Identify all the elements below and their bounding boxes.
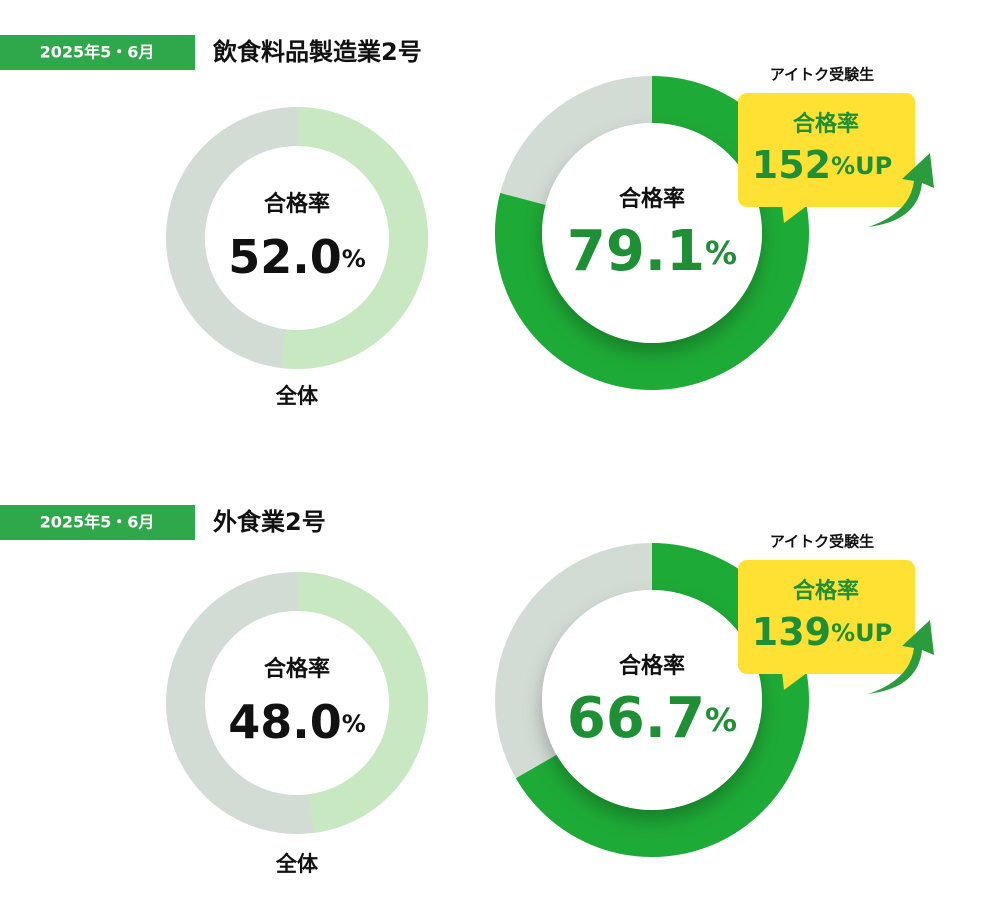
donut-hole	[205, 146, 389, 330]
callout-box	[738, 93, 915, 207]
callout-label: 合格率	[793, 578, 859, 604]
callout-tail	[782, 205, 808, 223]
caption: 全体	[275, 852, 319, 876]
arrow	[868, 620, 934, 694]
arrow	[868, 153, 934, 227]
donut-label: 合格率	[619, 653, 685, 679]
callout-value: 139%UP	[752, 610, 892, 654]
badge-bg	[0, 35, 195, 70]
donut-segment	[280, 107, 428, 369]
badge: 2025年5・6月	[40, 513, 155, 532]
callout-tail	[782, 672, 808, 690]
badge-bg	[0, 505, 195, 540]
callout-header: アイトク受験生	[770, 533, 874, 551]
caption: 全体	[275, 384, 319, 408]
donut-label: 合格率	[264, 191, 330, 217]
donut-value: 79.1%	[567, 219, 737, 284]
callout-value: 152%UP	[752, 143, 892, 187]
badge: 2025年5・6月	[40, 43, 155, 62]
section: 2025年5・6月 外食業2号	[0, 505, 326, 540]
donut-hole	[542, 590, 762, 810]
section: 2025年5・6月 飲食料品製造業2号	[0, 35, 422, 70]
donut-hole	[205, 611, 389, 795]
donut-label: 合格率	[264, 656, 330, 682]
donut-value: 66.7%	[567, 686, 737, 751]
donut-value: 52.0%	[228, 230, 366, 284]
donut-segment	[515, 543, 809, 857]
donut-hole	[542, 123, 762, 343]
donut-segment	[494, 76, 809, 391]
donut-label: 合格率	[619, 186, 685, 212]
section-title: 外食業2号	[213, 508, 326, 536]
callout-box	[738, 560, 915, 674]
donut-value: 48.0%	[228, 695, 366, 749]
donut-segment	[297, 572, 429, 833]
callout-label: 合格率	[793, 111, 859, 137]
section-title: 飲食料品製造業2号	[212, 38, 422, 66]
callout-header: アイトク受験生	[770, 66, 874, 84]
